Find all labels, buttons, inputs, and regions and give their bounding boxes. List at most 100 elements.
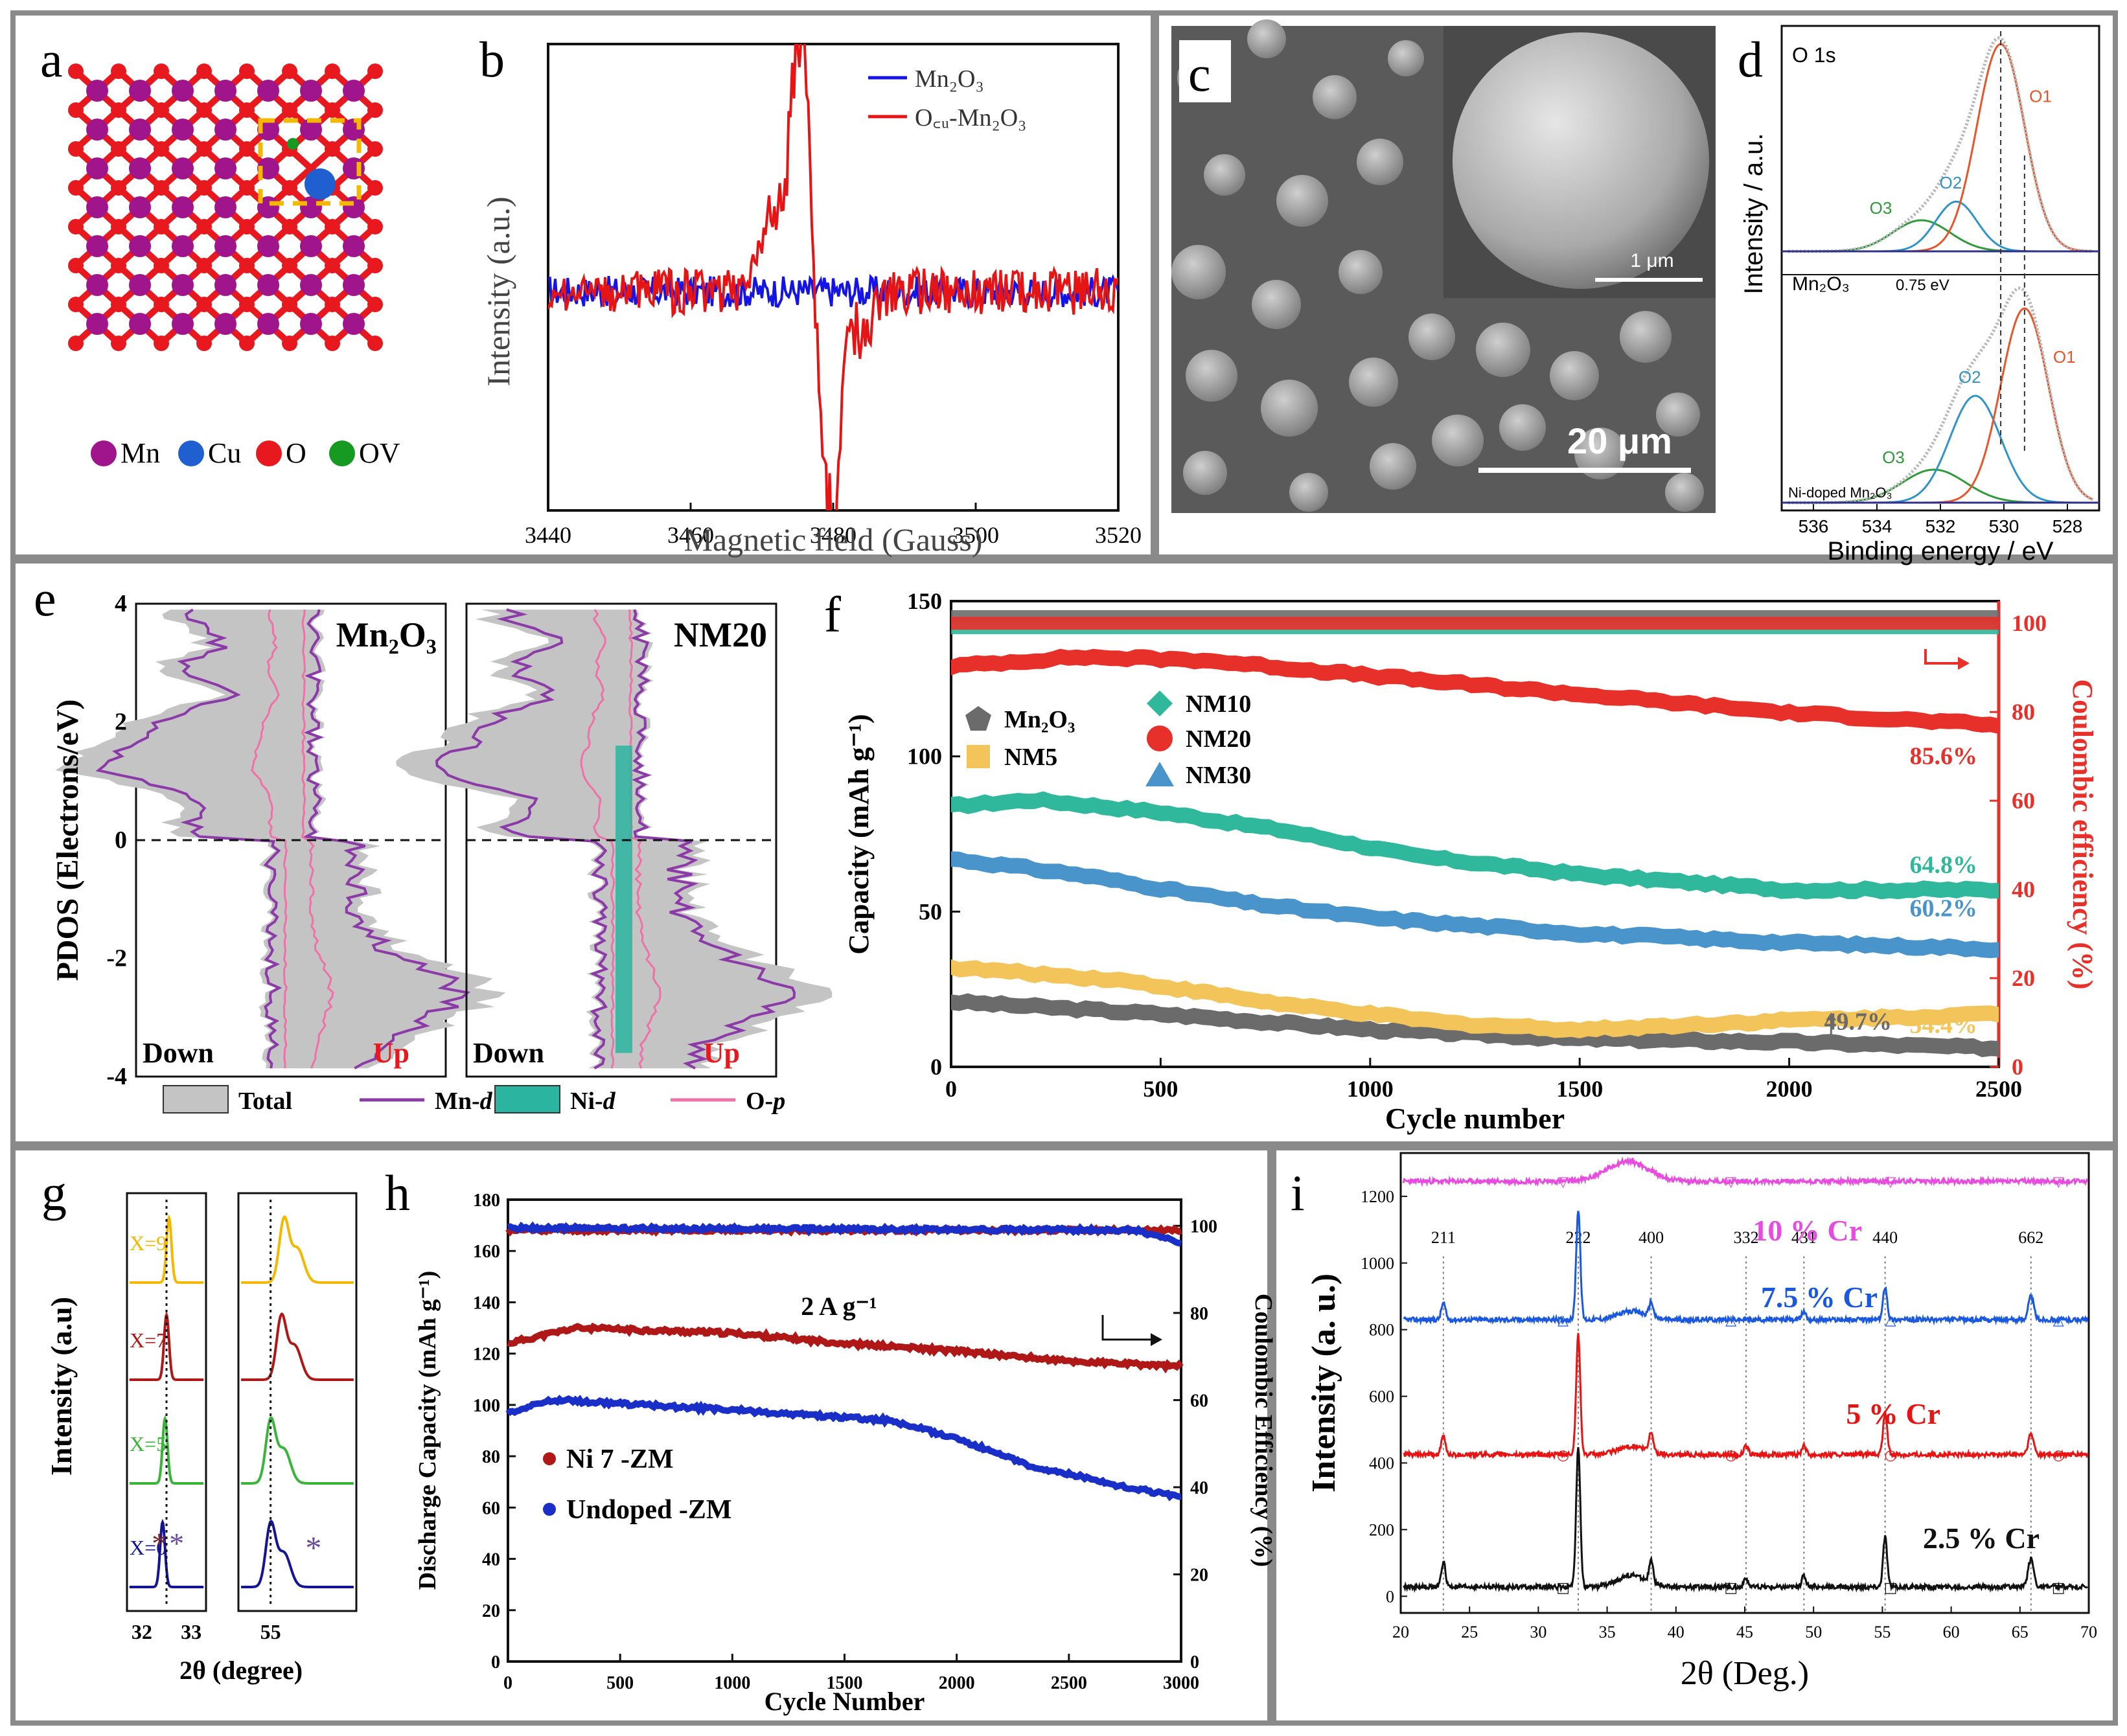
o-atom bbox=[367, 219, 383, 234]
sem-particle bbox=[1550, 351, 1599, 400]
sem-particle bbox=[1656, 393, 1700, 437]
y-tick-label: -2 bbox=[106, 945, 127, 972]
y-tick-label: 80 bbox=[482, 1447, 500, 1467]
o-atom bbox=[154, 219, 169, 234]
impurity-marker: ○ bbox=[2052, 1448, 2065, 1464]
xrd-line-2 bbox=[1403, 1332, 2089, 1461]
o-atom bbox=[68, 63, 84, 79]
xrd-line-0 bbox=[1402, 1156, 2089, 1188]
o-atom bbox=[282, 180, 297, 196]
panel-letter-b: b bbox=[479, 31, 505, 87]
y-tick-label: 100 bbox=[473, 1396, 500, 1416]
o-p-down-1 bbox=[580, 609, 615, 1069]
mn-atom bbox=[214, 196, 236, 218]
capacity-line-0 bbox=[507, 1322, 1184, 1374]
series-band-nm30 bbox=[951, 851, 1999, 959]
down-label-1: Down bbox=[473, 1037, 544, 1069]
composition-label-0: X=9 bbox=[130, 1231, 167, 1255]
mn-atom bbox=[129, 196, 151, 218]
o-p-up-0 bbox=[301, 610, 334, 1069]
right-peak-2 bbox=[241, 1416, 354, 1485]
x-tick-label: 40 bbox=[1668, 1623, 1684, 1641]
retention-label-mn2o3: 49.7% bbox=[1824, 1008, 1892, 1035]
mn-atom bbox=[300, 274, 322, 296]
y-axis-title: Capacity (mAh g⁻¹) bbox=[843, 714, 875, 954]
o-atom bbox=[367, 297, 383, 312]
x-tick-label: 1500 bbox=[827, 1673, 863, 1693]
y2-tick-label: 40 bbox=[1190, 1478, 1208, 1498]
sem-particle bbox=[1252, 280, 1301, 329]
right-peak-0 bbox=[241, 1215, 354, 1284]
x-tick-label: 0 bbox=[503, 1673, 512, 1693]
mn-atom bbox=[172, 313, 194, 335]
legend-marker-nm5 bbox=[967, 745, 990, 768]
mn-atom bbox=[257, 235, 279, 257]
frame-left bbox=[126, 1192, 207, 1612]
mn-atom bbox=[86, 274, 108, 296]
o-atom bbox=[325, 258, 340, 273]
frame-right bbox=[237, 1192, 358, 1612]
y2-tick-label: 40 bbox=[2012, 876, 2035, 902]
x-tick-label: 500 bbox=[606, 1673, 634, 1693]
x-tick-label: 35 bbox=[1599, 1623, 1616, 1641]
peak-label-222: 222 bbox=[1565, 1228, 1591, 1247]
left-peak-0 bbox=[129, 1214, 204, 1284]
o-atom bbox=[154, 180, 169, 196]
x-tick-label: 3520 bbox=[1095, 522, 1142, 548]
x-tick-label: 3500 bbox=[952, 522, 999, 548]
mn-atom bbox=[343, 274, 365, 296]
label-o3: O3 bbox=[1882, 448, 1905, 467]
ce-axis-arrowhead bbox=[1958, 657, 1970, 670]
impurity-marker: ▽ bbox=[2053, 1174, 2064, 1191]
impurity-marker: ○ bbox=[1725, 1448, 1737, 1464]
mn-atom bbox=[86, 119, 108, 141]
o-atom bbox=[239, 258, 255, 273]
x-tick-label: 1500 bbox=[1556, 1076, 1603, 1102]
composition-label-2: X=5 bbox=[130, 1432, 167, 1456]
y-tick-label: 20 bbox=[482, 1601, 500, 1621]
retention-label-nm20: 85.6% bbox=[1910, 743, 1978, 770]
o-atom bbox=[154, 297, 169, 312]
plot-frame-f bbox=[950, 600, 2000, 1068]
mn-atom bbox=[86, 235, 108, 257]
o-p-up-1 bbox=[628, 610, 661, 1069]
x-tick-label: 2000 bbox=[939, 1673, 975, 1693]
o-atom bbox=[68, 297, 84, 312]
oxygen-vacancy-atom bbox=[287, 138, 299, 150]
bond bbox=[287, 146, 335, 190]
series-band-nm5 bbox=[951, 959, 1999, 1038]
retention-label-nm10: 64.8% bbox=[1910, 851, 1978, 878]
mn-atom bbox=[86, 80, 108, 102]
legend-label-nm30: NM30 bbox=[1186, 762, 1251, 789]
mn-atom bbox=[343, 157, 365, 179]
legend-label-ocu-mn2o3: O꜀ᵤ-Mn₂O₃ bbox=[915, 104, 1026, 131]
inset-scalebar-label: 1 μm bbox=[1630, 250, 1673, 271]
mn-atom bbox=[257, 80, 279, 102]
pdos-chart: Mn₂O₃ Down Up NM20 Down Up 4 2 0 -2 -4 PDOS (Electr… bbox=[51, 590, 833, 1115]
right-peak-3 bbox=[241, 1520, 354, 1588]
o-atom bbox=[367, 336, 383, 351]
o-atom bbox=[196, 336, 212, 351]
plot-frame-h bbox=[507, 1198, 1182, 1663]
legend-marker-nm30 bbox=[1145, 762, 1174, 786]
sem-particle bbox=[1476, 323, 1530, 377]
o-atom bbox=[282, 219, 297, 234]
o-atom bbox=[154, 141, 169, 157]
star-right: * bbox=[305, 1529, 321, 1566]
envelope-0 bbox=[1788, 36, 2093, 253]
ce-axis-arrow bbox=[1924, 649, 1963, 665]
mn-atom bbox=[129, 80, 151, 102]
y2-tick-label: 100 bbox=[2012, 610, 2047, 636]
y-axis-title: PDOS (Electrons/eV) bbox=[51, 699, 85, 981]
peak-label-431: 431 bbox=[1791, 1228, 1817, 1247]
o-atom bbox=[196, 180, 212, 196]
y2-axis-title: Coulombic Efficiency (%) bbox=[1250, 1294, 1277, 1567]
o-atom bbox=[367, 180, 383, 196]
cu-dopant-atom bbox=[305, 168, 336, 200]
legend-swatch-mn bbox=[91, 440, 117, 466]
label-o2: O2 bbox=[1940, 173, 1962, 192]
y-tick-label: 200 bbox=[1369, 1520, 1394, 1539]
mn-atom bbox=[343, 80, 365, 102]
x-tick-label: 1000 bbox=[1347, 1076, 1394, 1102]
